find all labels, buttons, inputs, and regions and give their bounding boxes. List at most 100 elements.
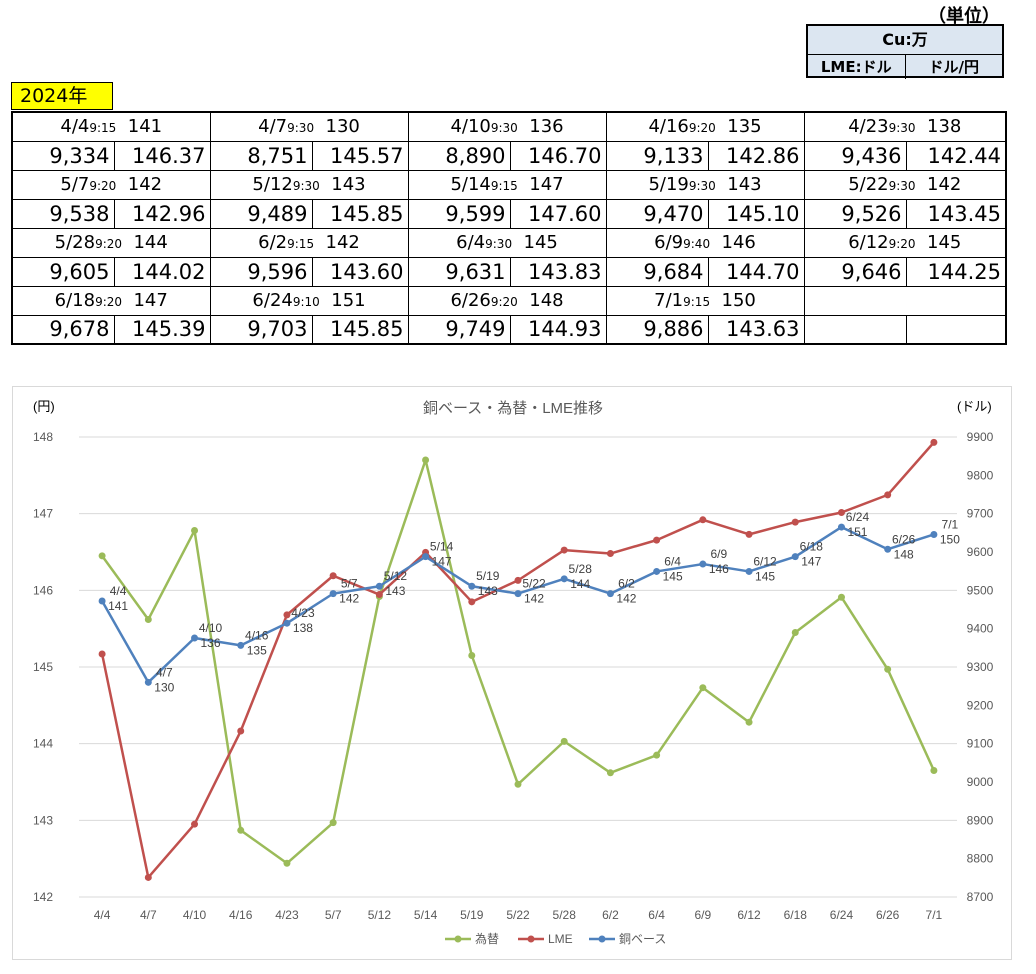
entry-date: 6/12: [848, 232, 889, 253]
data-point: [791, 518, 799, 526]
unit-title: （単位）: [928, 6, 1000, 27]
data-label-date: 6/9: [710, 547, 727, 561]
data-point: [837, 509, 845, 517]
entry-header: 5/289:20 144: [11, 227, 211, 258]
empty-cell: [905, 314, 1007, 345]
data-label-date: 4/23: [291, 606, 315, 620]
x-tick-label: 5/22: [506, 908, 530, 922]
entry-cu: 144: [122, 232, 168, 253]
data-point: [422, 553, 430, 561]
entry-cu: 146: [710, 232, 756, 253]
data-label-date: 5/19: [476, 569, 500, 583]
x-tick-label: 4/7: [140, 908, 157, 922]
entry-date: 6/18: [54, 290, 96, 311]
entry-header: 4/49:15 141: [11, 111, 211, 142]
entry-header: 6/189:20 147: [11, 285, 211, 316]
table-header-row: 5/79:20 142 5/129:30 143 5/149:15 147 5/199…: [11, 169, 1007, 200]
data-point: [329, 590, 337, 598]
y-right-tick-label: 9200: [967, 698, 994, 712]
data-point: [329, 819, 337, 827]
entry-header: 4/79:30 130: [209, 111, 409, 142]
entry-time: 9:20: [688, 121, 716, 136]
data-label-date: 5/14: [430, 540, 454, 554]
data-point: [283, 619, 291, 627]
x-tick-label: 5/28: [553, 908, 577, 922]
entry-fx: 143.45: [905, 198, 1007, 229]
legend-marker: [454, 935, 462, 943]
entry-date: 5/7: [60, 174, 90, 195]
y-right-tick-label: 8700: [967, 890, 994, 904]
data-point: [745, 530, 753, 538]
entry-fx: 142.44: [905, 140, 1007, 171]
lme-unit-label: LME:ドル: [808, 55, 906, 79]
data-label-date: 7/1: [942, 517, 959, 531]
entry-fx: 145.57: [311, 140, 409, 171]
x-tick-label: 6/26: [876, 908, 900, 922]
legend-marker: [598, 935, 606, 943]
data-label-value: 141: [108, 599, 128, 613]
entry-header: 6/49:30 145: [407, 227, 607, 258]
entry-lme: 9,538: [11, 198, 115, 229]
data-point: [98, 650, 106, 658]
data-label-value: 144: [570, 577, 590, 591]
data-point: [699, 684, 707, 692]
data-point: [144, 873, 152, 881]
data-point: [560, 737, 568, 745]
x-tick-label: 5/7: [325, 908, 342, 922]
entry-lme: 9,599: [407, 198, 511, 229]
data-label-value: 148: [894, 547, 914, 561]
data-label-value: 142: [524, 592, 544, 606]
fx-unit-label: ドル/円: [928, 58, 979, 76]
entry-header: 5/229:30 142: [803, 169, 1007, 200]
data-point: [930, 438, 938, 446]
y-right-tick-label: 9700: [967, 507, 994, 521]
empty-cell: [803, 314, 907, 345]
entry-fx: 146.37: [113, 140, 211, 171]
entry-fx: 142.96: [113, 198, 211, 229]
y-left-tick-label: 146: [33, 583, 53, 597]
entry-time: 9:20: [490, 295, 518, 309]
entry-time: 9:15: [490, 179, 518, 193]
data-point: [237, 641, 245, 649]
y-left-axis-label: (円): [33, 399, 55, 414]
price-trend-chart: 142 143 144 145 146 147 148 8700 8800 8900 9000 910…: [33, 399, 994, 946]
x-tick-label: 4/23: [275, 908, 299, 922]
data-label-date: 5/28: [569, 562, 593, 576]
price-table: 4/49:15 141 4/79:30 130 4/109:30 136 4/169:…: [11, 111, 1008, 345]
data-point: [237, 826, 245, 834]
y-right-tick-label: 9400: [967, 622, 994, 636]
data-label-value: 147: [801, 555, 821, 569]
entry-fx: 142.86: [707, 140, 805, 171]
data-label-value: 135: [247, 643, 267, 657]
x-tick-label: 6/24: [830, 908, 854, 922]
entry-date: 4/10: [450, 116, 491, 138]
entry-time: 9:30: [287, 121, 315, 136]
entry-time: 9:20: [888, 237, 916, 251]
table-header-row: 6/189:20 147 6/249:10 151 6/269:20 148 7/19…: [11, 285, 1007, 316]
data-label-value: 143: [478, 584, 498, 598]
data-label-date: 6/2: [618, 577, 635, 591]
entry-lme: 9,526: [803, 198, 907, 229]
chart-title: 銅ベース・為替・LME推移: [423, 400, 603, 417]
entry-fx: 144.70: [707, 256, 805, 287]
entry-fx: 146.70: [509, 140, 607, 171]
unit-legend-box: Cu:万 LME:ドル ドル/円: [806, 24, 1004, 79]
entry-fx: 144.93: [509, 314, 607, 345]
entry-fx: 143.63: [707, 314, 805, 345]
entry-cu: 148: [517, 290, 564, 311]
y-right-tick-label: 9600: [967, 545, 994, 559]
entry-header: 6/99:40 146: [605, 227, 805, 258]
entry-cu: 142: [116, 174, 163, 195]
entry-header: 4/109:30 136: [407, 111, 607, 142]
y-right-tick-label: 8800: [967, 852, 994, 866]
data-label-value: 142: [339, 592, 359, 606]
x-tick-label: 6/12: [737, 908, 761, 922]
entry-cu: 145: [512, 232, 558, 253]
table-value-row: 9,538 142.96 9,489 145.85 9,599 147.60 9,470 14…: [11, 198, 1007, 229]
data-point: [191, 527, 199, 535]
entry-lme: 8,751: [209, 140, 313, 171]
entry-time: 9:15: [683, 295, 711, 309]
entry-date: 6/9: [654, 232, 684, 253]
entry-cu: 150: [710, 290, 756, 311]
data-point: [514, 590, 522, 598]
